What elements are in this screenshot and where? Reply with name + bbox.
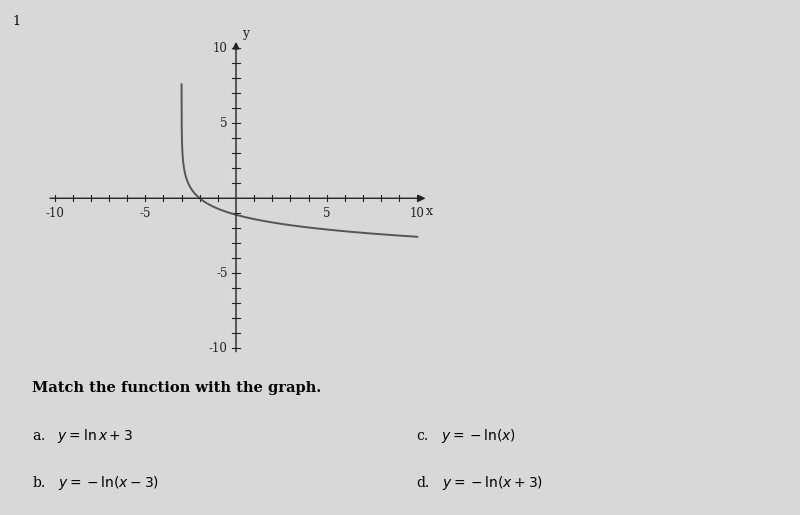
Text: -5: -5 [216, 267, 228, 280]
Text: -10: -10 [209, 342, 228, 355]
Text: y: y [242, 27, 250, 40]
Text: 10: 10 [410, 207, 425, 219]
Text: a.   $y = \ln x + 3$: a. $y = \ln x + 3$ [32, 427, 133, 445]
Text: 5: 5 [220, 117, 228, 130]
Text: 10: 10 [213, 42, 228, 55]
Text: 5: 5 [323, 207, 330, 219]
Text: b.   $y = -\ln(x-3)$: b. $y = -\ln(x-3)$ [32, 474, 159, 492]
Text: x: x [426, 205, 433, 218]
Text: Match the function with the graph.: Match the function with the graph. [32, 381, 322, 395]
Text: c.   $y = -\ln(x)$: c. $y = -\ln(x)$ [416, 427, 516, 445]
Text: -5: -5 [139, 207, 151, 219]
Text: -10: -10 [45, 207, 64, 219]
Text: 1: 1 [12, 15, 20, 28]
Text: d.   $y = -\ln(x+3)$: d. $y = -\ln(x+3)$ [416, 474, 543, 492]
